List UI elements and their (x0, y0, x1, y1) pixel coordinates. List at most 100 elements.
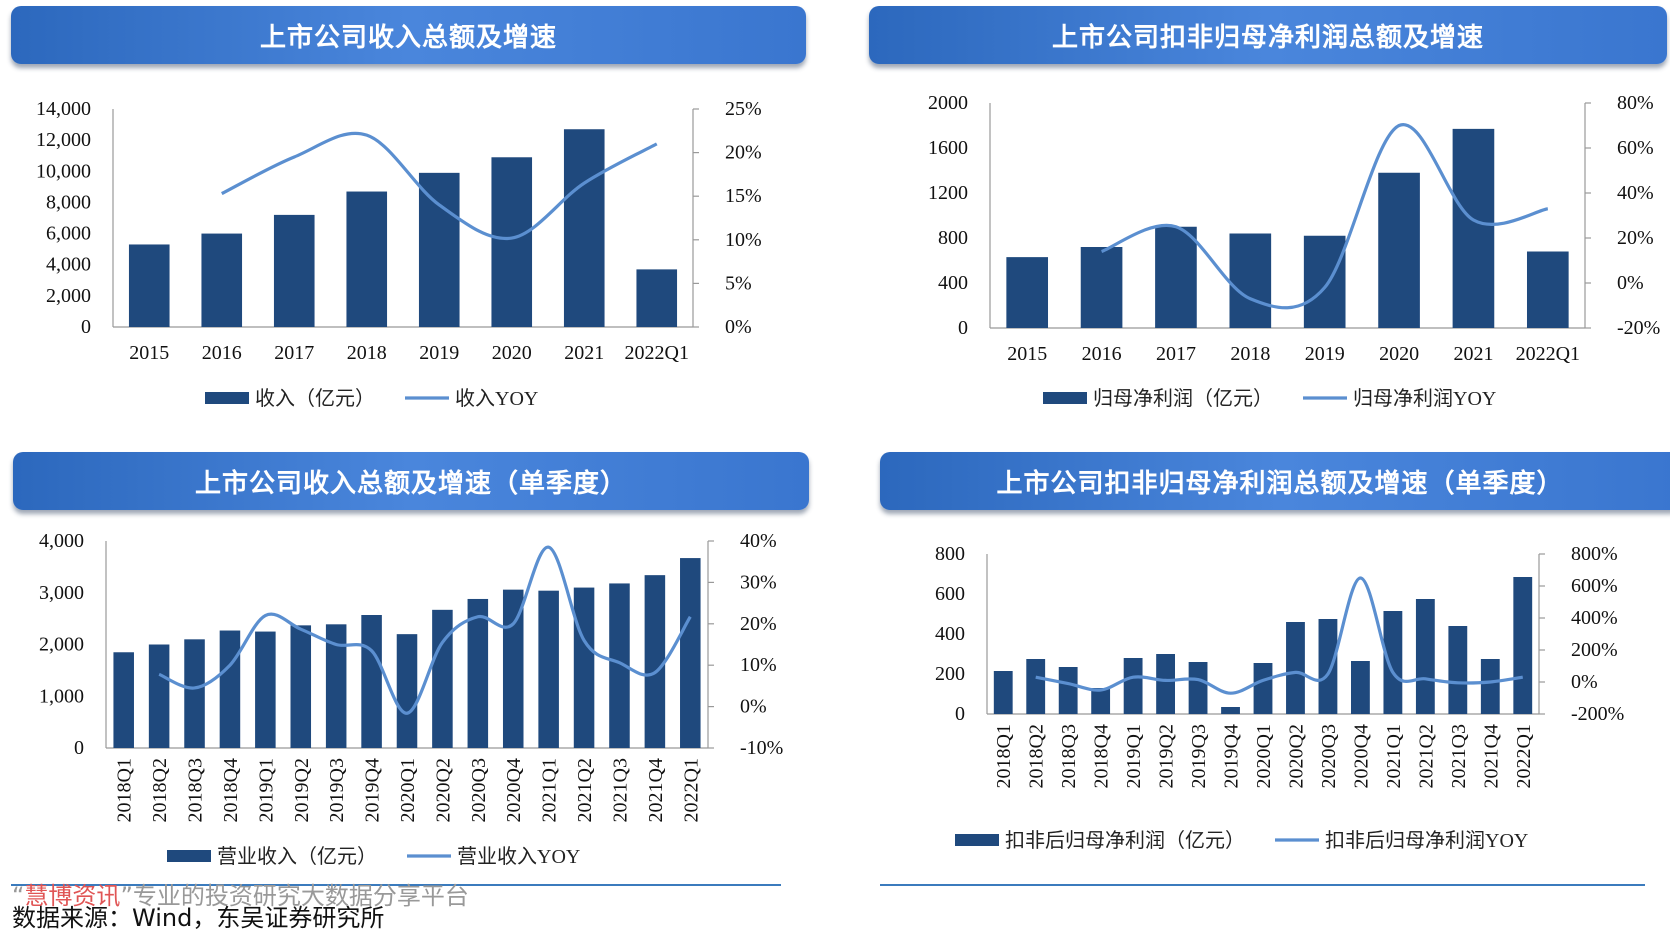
bar-2021Q2 (574, 588, 595, 748)
x-tick-label: 2018Q3 (185, 758, 207, 822)
bar-2019Q4 (361, 615, 382, 748)
x-tick-label: 2019Q1 (255, 758, 277, 822)
bar-2021Q1 (538, 591, 559, 748)
legend-bar-label: 扣非后归母净利润（亿元） (1005, 829, 1245, 852)
x-tick-label: 2019Q2 (1156, 724, 1178, 788)
bar-2019Q2 (1156, 654, 1175, 714)
bar-2021Q4 (645, 575, 666, 748)
bar-2018Q3 (184, 639, 205, 748)
bar-2018Q4 (220, 631, 241, 748)
left-tick-label: 600 (935, 583, 965, 605)
x-tick-label: 2021Q3 (609, 758, 631, 822)
bar-2017 (274, 215, 315, 327)
right-tick-label: 40% (1617, 182, 1654, 204)
right-tick-label: 400% (1571, 607, 1618, 629)
bar-2019Q1 (1124, 658, 1143, 714)
x-tick-label: 2022Q1 (1516, 343, 1580, 365)
right-tick-label: 30% (740, 571, 777, 593)
legend-line-label: 收入YOY (455, 387, 538, 410)
x-tick-label: 2018 (347, 342, 387, 364)
legend-bar-label: 收入（亿元） (255, 387, 375, 410)
bar-2019Q4 (1221, 707, 1240, 714)
x-tick-label: 2021 (564, 342, 604, 364)
legend-line-label: 营业收入YOY (457, 845, 580, 868)
right-tick-label: 20% (725, 142, 762, 164)
x-tick-label: 2017 (1156, 343, 1196, 365)
bar-2021Q3 (1448, 626, 1467, 714)
left-tick-label: 2,000 (46, 285, 91, 307)
left-tick-label: 800 (938, 227, 968, 249)
right-tick-label: 200% (1571, 639, 1618, 661)
left-tick-label: 14,000 (36, 98, 91, 120)
x-tick-label: 2019Q4 (1221, 724, 1243, 788)
x-tick-label: 2020Q4 (503, 758, 525, 822)
left-tick-label: 400 (938, 272, 968, 294)
bar-2018Q2 (1026, 659, 1045, 714)
bar-2020 (491, 157, 532, 327)
bar-2019Q3 (1189, 662, 1208, 714)
x-tick-label: 2021Q4 (1480, 724, 1502, 788)
bar-2021Q4 (1481, 659, 1500, 714)
left-tick-label: 1600 (928, 137, 968, 159)
bar-2020Q1 (397, 634, 418, 748)
right-tick-label: 25% (725, 98, 762, 120)
x-tick-label: 2020 (1379, 343, 1419, 365)
right-tick-label: 15% (725, 185, 762, 207)
x-tick-label: 2018Q1 (993, 724, 1015, 788)
left-tick-label: 2000 (928, 92, 968, 114)
left-tick-label: 4,000 (39, 530, 84, 552)
legend-line-label: 归母净利润YOY (1353, 387, 1496, 410)
x-tick-label: 2021Q1 (1383, 724, 1405, 788)
bar-2017 (1155, 227, 1197, 328)
bar-2020 (1378, 173, 1420, 328)
x-tick-label: 2018Q2 (1026, 724, 1048, 788)
left-tick-label: 400 (935, 623, 965, 645)
x-tick-label: 2019Q4 (362, 758, 384, 822)
bar-2019Q1 (255, 632, 276, 748)
left-tick-label: 1,000 (39, 685, 84, 707)
x-tick-label: 2019Q2 (291, 758, 313, 822)
divider-right (880, 884, 1645, 886)
right-tick-label: 0% (740, 696, 767, 718)
bar-2020Q3 (1319, 619, 1338, 714)
bar-2018Q2 (149, 645, 170, 749)
bar-2021 (1453, 129, 1495, 328)
x-tick-label: 2022Q1 (680, 758, 702, 822)
right-tick-label: 80% (1617, 92, 1654, 114)
bar-2016 (201, 234, 242, 327)
bar-2016 (1081, 247, 1123, 328)
legend-bar-swatch (955, 834, 999, 846)
x-tick-label: 2019 (419, 342, 459, 364)
left-tick-label: 3,000 (39, 582, 84, 604)
x-tick-label: 2018Q4 (220, 758, 242, 822)
x-tick-label: 2020Q2 (432, 758, 454, 822)
left-tick-label: 200 (935, 663, 965, 685)
bar-2015 (1006, 257, 1048, 328)
legend-bar-swatch (1043, 392, 1087, 404)
right-tick-label: 20% (1617, 227, 1654, 249)
x-tick-label: 2019 (1305, 343, 1345, 365)
bar-2020Q2 (1286, 622, 1305, 714)
x-tick-label: 2021 (1453, 343, 1493, 365)
legend-bar-label: 归母净利润（亿元） (1093, 387, 1273, 410)
right-tick-label: 800% (1571, 543, 1618, 565)
x-tick-label: 2022Q1 (625, 342, 689, 364)
bar-2020Q3 (468, 599, 489, 748)
left-tick-label: 800 (935, 543, 965, 565)
right-tick-label: 600% (1571, 575, 1618, 597)
right-tick-label: 40% (740, 530, 777, 552)
x-tick-label: 2020Q2 (1285, 724, 1307, 788)
right-tick-label: 60% (1617, 137, 1654, 159)
bar-2022Q1 (636, 269, 677, 327)
bar-2020Q4 (1351, 661, 1370, 714)
data-source: 数据来源：Wind，东吴证券研究所 (12, 898, 384, 933)
bar-2018Q1 (994, 671, 1013, 714)
bar-2019Q2 (290, 625, 311, 748)
x-tick-label: 2018Q1 (114, 758, 136, 822)
bar-2022Q1 (1527, 252, 1569, 329)
left-tick-label: 10,000 (36, 160, 91, 182)
legend-line-label: 扣非后归母净利润YOY (1325, 829, 1528, 852)
bar-2019 (419, 173, 460, 327)
x-tick-label: 2022Q1 (1513, 724, 1535, 788)
legend-bar-swatch (167, 850, 211, 862)
